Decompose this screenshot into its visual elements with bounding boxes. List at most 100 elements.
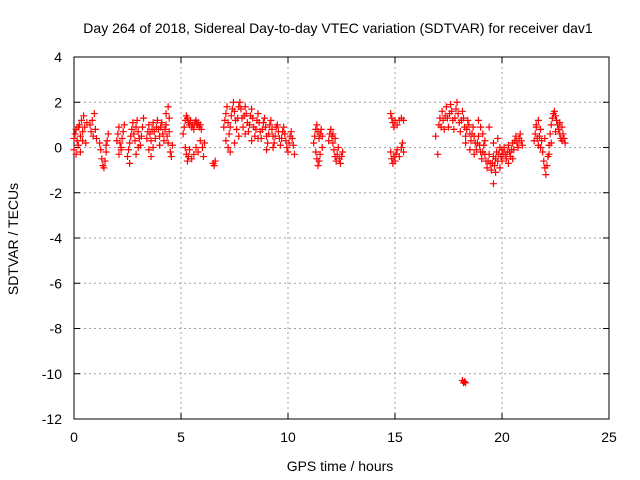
data-point (330, 146, 338, 154)
data-point (262, 123, 270, 131)
data-point (231, 139, 238, 147)
data-point (492, 168, 500, 176)
data-point (513, 139, 521, 147)
data-point (283, 144, 291, 151)
data-point (160, 137, 168, 145)
data-point (150, 128, 158, 136)
data-point (543, 162, 551, 170)
data-point (134, 128, 142, 136)
data-point (125, 146, 133, 154)
x-tick-label: 15 (387, 429, 403, 445)
data-point (487, 166, 495, 174)
data-point (450, 125, 458, 133)
data-point (288, 134, 296, 142)
data-point (157, 123, 165, 131)
data-point (448, 107, 456, 115)
data-point (331, 134, 339, 142)
data-point (271, 132, 279, 140)
data-point (164, 139, 172, 147)
data-point (496, 164, 504, 172)
data-point (481, 137, 489, 145)
data-point (237, 105, 245, 113)
data-point (268, 125, 276, 133)
data-point (458, 377, 466, 385)
data-point (498, 146, 506, 154)
data-point (101, 157, 109, 165)
data-point (278, 134, 286, 142)
data-point (197, 125, 205, 133)
data-point (74, 141, 82, 149)
data-point (327, 125, 335, 133)
data-point (227, 112, 235, 120)
y-tick-label: 4 (54, 49, 62, 65)
data-point (465, 121, 473, 129)
data-point (156, 141, 164, 149)
data-point (556, 119, 564, 127)
data-point (242, 110, 250, 118)
data-point (552, 128, 559, 136)
y-tick-label: -12 (42, 411, 62, 427)
data-point (145, 121, 153, 129)
data-point (442, 103, 450, 111)
data-point (92, 134, 100, 142)
data-point (510, 146, 518, 154)
data-point (334, 144, 342, 151)
data-point (267, 116, 275, 124)
data-point (454, 110, 462, 118)
data-point (103, 137, 111, 145)
data-point (290, 150, 298, 158)
data-point (201, 139, 209, 147)
data-point (494, 134, 502, 142)
data-point (146, 130, 154, 138)
data-point (550, 107, 558, 115)
data-point (480, 141, 488, 149)
data-point (504, 159, 512, 167)
data-point (310, 139, 318, 147)
data-point (249, 114, 257, 122)
data-point (130, 130, 138, 138)
data-point (558, 123, 566, 131)
data-point (147, 137, 155, 145)
data-point (163, 132, 171, 140)
data-point (226, 123, 234, 131)
data-point (196, 121, 204, 129)
data-point (248, 137, 256, 145)
data-point (270, 139, 278, 147)
data-point (451, 114, 459, 122)
data-point (518, 141, 526, 149)
data-point (443, 114, 451, 122)
data-point (241, 130, 249, 138)
data-point (188, 155, 196, 163)
data-point (126, 139, 134, 147)
data-point (532, 121, 540, 129)
data-point (79, 128, 87, 136)
data-point (161, 125, 169, 133)
data-point (77, 116, 85, 124)
data-point (546, 130, 554, 138)
data-point (489, 139, 497, 147)
data-point (317, 125, 325, 133)
y-axis-label: SDTVAR / TECUs (5, 183, 21, 295)
data-point (470, 150, 478, 158)
data-point (393, 146, 401, 154)
data-point (79, 137, 87, 145)
data-point (236, 98, 244, 106)
data-point (284, 148, 292, 156)
data-point (329, 130, 337, 138)
data-point (196, 137, 204, 145)
data-point (223, 103, 231, 111)
data-point (273, 121, 281, 129)
data-point (469, 123, 477, 131)
data-point (104, 130, 112, 138)
data-point (118, 134, 126, 142)
chart-title: Day 264 of 2018, Sidereal Day-to-day VTE… (83, 20, 593, 36)
data-point (102, 141, 110, 149)
data-point (318, 144, 326, 151)
data-point (158, 119, 166, 127)
data-point (472, 146, 480, 154)
data-point (102, 148, 110, 156)
data-point (459, 114, 467, 122)
data-point (447, 101, 455, 109)
data-point (458, 107, 466, 115)
